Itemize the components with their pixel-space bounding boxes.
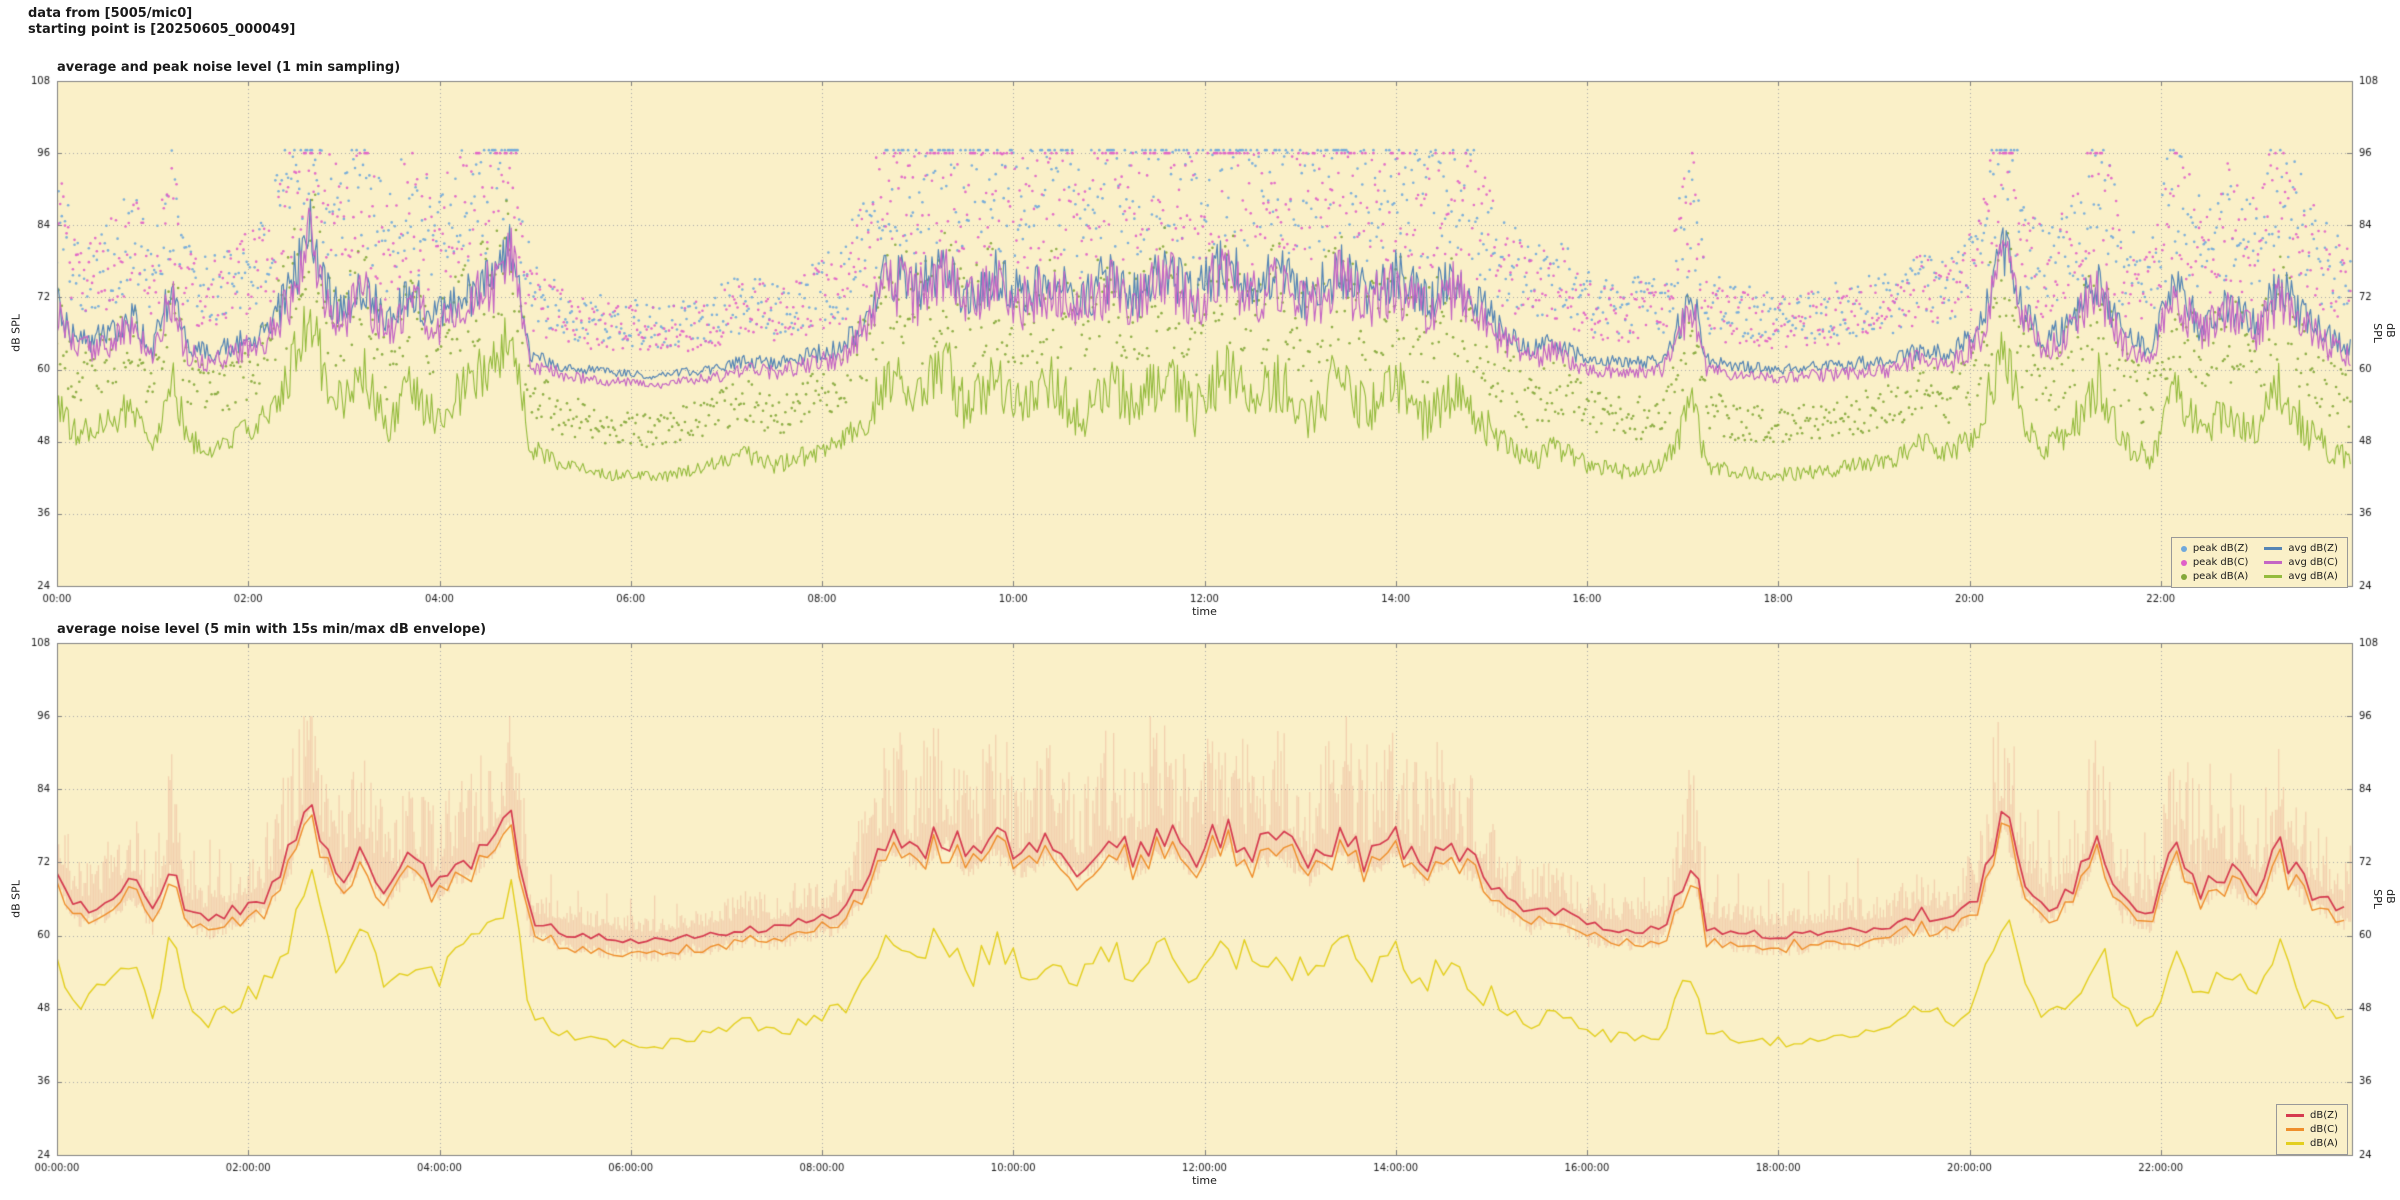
legend-swatch-line (2286, 1114, 2304, 1117)
chart2-ylabel-right: dB SPL (2371, 889, 2397, 909)
legend-entry: peak dB(C) (2180, 557, 2249, 568)
legend-swatch-line (2286, 1128, 2304, 1131)
chart1-ylabel-right: dB SPL (2371, 323, 2397, 343)
chart1-xlabel: time (1192, 605, 1217, 618)
legend-entry: avg dB(Z) (2264, 543, 2338, 554)
legend-label: avg dB(Z) (2288, 543, 2338, 554)
legend-label: avg dB(A) (2288, 571, 2338, 582)
legend-swatch-line (2264, 561, 2283, 564)
legend-swatch-line (2264, 547, 2283, 550)
legend-entry: avg dB(C) (2264, 557, 2338, 568)
legend-label: dB(C) (2310, 1124, 2338, 1135)
chart1-ylabel-left: dB SPL (9, 314, 23, 352)
chart2-legend: dB(Z) dB(C) dB(A) (2276, 1104, 2348, 1155)
legend-entry: avg dB(A) (2264, 571, 2338, 582)
legend-entry: dB(A) (2286, 1138, 2338, 1149)
legend-entry: peak dB(A) (2180, 571, 2249, 582)
chart2-xlabel: time (1192, 1174, 1217, 1187)
chart2-ylabel-left: dB SPL (9, 880, 23, 918)
legend-entry: dB(C) (2286, 1124, 2338, 1135)
chart2-title: average noise level (5 min with 15s min/… (57, 622, 487, 637)
legend-swatch-dot (2180, 559, 2187, 566)
legend-label: peak dB(Z) (2192, 543, 2249, 554)
legend-entry: peak dB(Z) (2180, 543, 2249, 554)
legend-swatch-line (2264, 575, 2283, 578)
legend-swatch-line (2286, 1142, 2304, 1145)
legend-swatch-dot (2180, 573, 2187, 580)
chart1-legend: peak dB(Z) avg dB(Z) peak dB(C) avg dB(C) pe… (2170, 537, 2348, 588)
header-data-source: data from [5005/mic0] (28, 6, 193, 21)
legend-entry: dB(Z) (2286, 1110, 2338, 1121)
legend-swatch-dot (2180, 545, 2187, 552)
header-starting-point: starting point is [20250605_000049] (28, 22, 296, 37)
legend-label: peak dB(C) (2192, 557, 2249, 568)
chart1-title: average and peak noise level (1 min samp… (57, 60, 401, 75)
legend-label: dB(Z) (2310, 1110, 2338, 1121)
legend-label: peak dB(A) (2192, 571, 2249, 582)
legend-label: dB(A) (2310, 1138, 2338, 1149)
legend-label: avg dB(C) (2288, 557, 2338, 568)
